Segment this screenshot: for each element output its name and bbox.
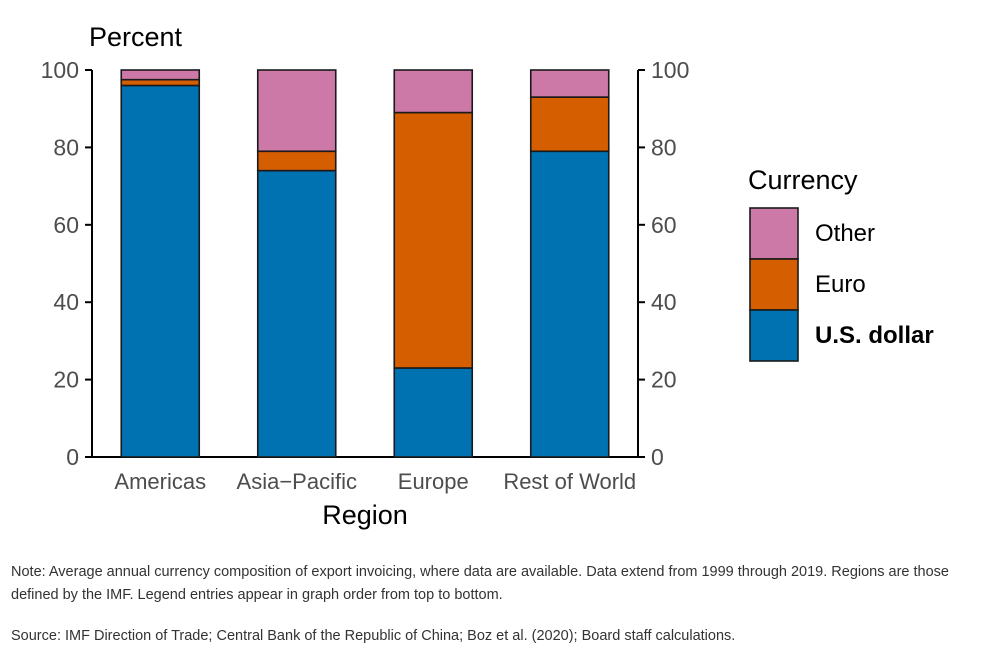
y-axis-title: Percent [89, 22, 183, 52]
bar-segment [529, 69, 610, 98]
bar-segment [393, 367, 474, 458]
bar-segment [256, 150, 337, 172]
x-tick-label: Rest of World [503, 469, 636, 494]
y-tick-label-left: 80 [53, 134, 79, 160]
bar-segment [393, 69, 474, 114]
chart-note: Note: Average annual currency compositio… [11, 564, 949, 603]
bar-segment [529, 96, 610, 153]
y-tick-label-left: 20 [53, 367, 79, 393]
y-tick-label-right: 40 [651, 289, 677, 315]
legend-swatch [749, 258, 799, 311]
y-tick-label-right: 0 [651, 444, 664, 470]
bar-segment [256, 69, 337, 153]
legend-label: Other [815, 220, 875, 247]
legend: Currency Other Euro U.S. dollar [748, 165, 934, 362]
bar-segment [120, 69, 201, 81]
legend-swatch [749, 309, 799, 362]
axes: 0 0 20 20 40 40 60 60 80 80 100 100 Percent Region Ame… [41, 22, 690, 530]
legend-title: Currency [748, 165, 858, 195]
y-tick-label-right: 100 [651, 57, 689, 83]
legend-swatch [749, 207, 799, 260]
bar-segment [393, 111, 474, 369]
bars [120, 69, 610, 458]
y-tick-label-left: 0 [66, 444, 79, 470]
chart: 0 0 20 20 40 40 60 60 80 80 100 100 Percent Region Ame… [41, 22, 934, 530]
x-tick-label: Americas [114, 469, 206, 494]
x-axis-title: Region [322, 500, 408, 530]
y-tick-label-left: 100 [41, 57, 79, 83]
x-tick-label: Europe [398, 469, 469, 494]
x-tick-label: Asia−Pacific [237, 469, 357, 494]
y-tick-label-right: 60 [651, 212, 677, 238]
bar-segment [120, 84, 201, 458]
legend-label: U.S. dollar [815, 322, 934, 349]
chart-source: Source: IMF Direction of Trade; Central … [11, 628, 736, 644]
bar-segment [256, 169, 337, 458]
legend-label: Euro [815, 271, 866, 298]
bar-segment [120, 78, 201, 87]
y-tick-label-right: 20 [651, 367, 677, 393]
y-tick-label-right: 80 [651, 134, 677, 160]
y-tick-label-left: 60 [53, 212, 79, 238]
y-tick-label-left: 40 [53, 289, 79, 315]
bar-segment [529, 150, 610, 458]
